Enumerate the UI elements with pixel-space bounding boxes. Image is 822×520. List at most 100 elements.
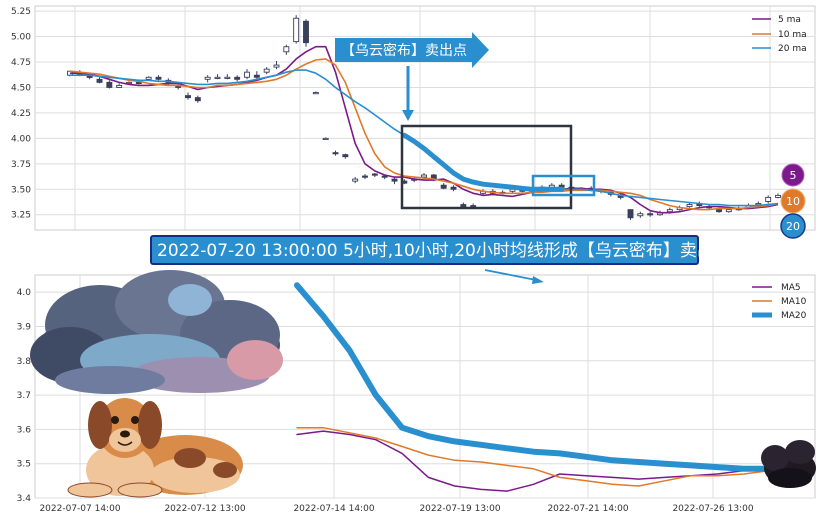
bottom-y-tick-label: 3.4 [17,494,32,504]
banner-pointer-head [532,276,544,284]
top-ma-lines [69,45,779,214]
candle-body [322,137,329,141]
candlestick-chart: 3.25 3.50 3.75 4.00 4.25 4.50 4.75 5.00 5.25 【乌云… [11,5,816,239]
bottom-y-tick-label: 3.8 [17,357,32,367]
candle-body [185,95,191,99]
candle-body [686,204,693,208]
candle-body [263,68,270,73]
candle-body [303,20,309,44]
bottom-x-tick-label: 2022-07-26 13:00 [672,504,753,514]
sell-signal-callout: 【乌云密布】卖出点 [335,32,489,121]
top-series-line-10ma [69,58,779,211]
bottom-x-tick-label: 2022-07-21 14:00 [547,504,628,514]
candle-body [362,175,368,178]
bottom-y-tick-label: 3.9 [17,322,32,332]
candle-body [312,92,319,95]
top-y-tick-label: 4.75 [11,58,31,68]
ma-badges: 5 10 20 [780,163,806,239]
candle-body [214,76,221,79]
candle-body [637,213,644,217]
legend-10ma-label: 10 ma [778,30,807,40]
callout-down-arrow-head [402,110,414,121]
bottom-x-tick-label: 2022-07-12 13:00 [164,504,245,514]
top-y-tick-label: 4.00 [11,134,31,144]
candle-body [666,209,673,213]
candle-body [765,196,772,202]
candle-body [155,76,162,80]
candle-body [234,76,241,80]
callout-text: 【乌云密布】卖出点 [341,42,467,59]
banner-box [150,235,699,265]
badge-10-label: 10 [786,195,800,208]
candle-body [224,76,231,79]
candle-body [775,194,781,198]
bottom-y-tick-label: 3.5 [17,460,31,470]
legend-ma20-label: MA20 [781,311,807,321]
top-grid [35,6,815,230]
bottom-x-tick-label: 2022-07-07 14:00 [39,504,120,514]
top-20ma-highlight [401,132,565,192]
candle-body [647,213,654,216]
candle-body [470,205,477,208]
top-y-tick-label: 3.50 [11,185,31,195]
bottom-y-tick-labels: 3.4 3.5 3.6 3.7 3.8 3.9 4.0 [17,288,32,504]
bottom-y-tick-label: 3.6 [17,425,32,435]
candle-body [126,81,132,85]
candle-body [755,203,762,206]
candle-body [273,64,280,68]
badge-20-label: 20 [786,220,800,233]
candle-body [116,84,123,88]
legend-ma5-label: MA5 [781,283,801,293]
candle-body [96,78,103,83]
bottom-x-tick-labels: 2022-07-07 14:00 2022-07-12 13:00 2022-07-… [39,504,753,514]
badge-20-circle [780,213,806,239]
crossover-point-box [531,174,596,197]
candle-body [421,174,427,178]
storm-cloud-illustration [30,270,283,394]
dog-illustration [67,398,243,498]
candle-body [440,184,447,189]
candle-body [450,186,457,190]
bottom-series-line-ma10 [296,426,771,487]
top-y-tick-labels: 3.25 3.50 3.75 4.00 4.25 4.50 4.75 5.00 5.25 [11,7,31,221]
legend-5ma-label: 5 ma [778,15,801,25]
badge-10-circle [780,188,806,214]
top-y-tick-label: 5.25 [11,7,31,17]
callout-arrow-shape [335,32,489,68]
dark-cloud-illustration [761,440,816,488]
candle-body [106,81,113,88]
legend-ma10-label: MA10 [781,297,807,307]
bottom-legend: MA5 MA10 MA20 [752,283,807,321]
top-y-tick-label: 3.25 [11,211,31,221]
candle-body [371,173,378,176]
candle-body [204,76,211,80]
candle-body [293,17,300,43]
top-y-tick-label: 5.00 [11,33,31,43]
candle-body [283,46,290,53]
candle-body [716,209,722,213]
candle-body [194,97,201,102]
candle-body [381,175,388,178]
bottom-x-tick-label: 2022-07-19 13:00 [419,504,500,514]
legend-20ma-label: 20 ma [778,44,807,54]
top-y-tick-label: 4.25 [11,109,31,119]
candle-body [725,209,732,213]
bottom-y-tick-label: 3.7 [17,391,31,401]
bottom-ma-lines [294,282,773,492]
top-y-tick-label: 3.75 [11,160,31,170]
candle-body [135,81,142,85]
banner-pointer-shaft [484,269,537,281]
badge-5-circle [781,163,805,187]
candle-body [253,74,260,78]
badge-5-label: 5 [790,169,797,182]
top-legend: 5 ma 10 ma 20 ma [752,15,807,54]
candle-body [460,204,467,208]
candle-body [244,71,250,78]
candle-body [86,75,93,78]
candle-body [332,152,339,155]
top-y-tick-label: 4.50 [11,83,31,93]
candle-body [391,178,398,182]
bottom-series-line-ma20 [294,282,773,472]
candle-body [352,178,359,182]
